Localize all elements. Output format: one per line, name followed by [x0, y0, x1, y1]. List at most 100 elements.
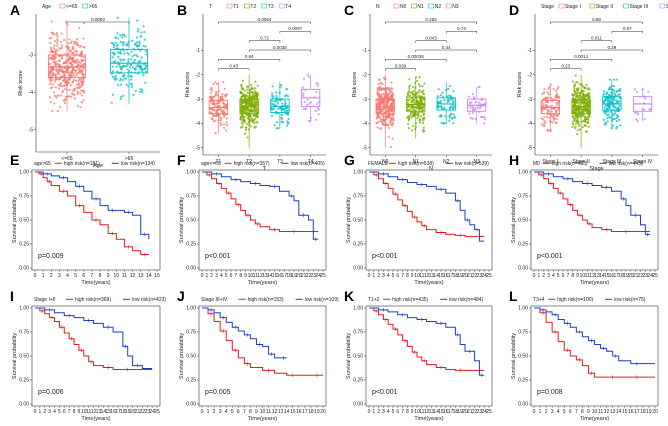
x-tick-label: 8 — [571, 273, 574, 279]
y-tick-label: -2 — [528, 72, 533, 78]
data-point — [60, 70, 63, 73]
data-point — [52, 50, 55, 54]
data-point — [249, 108, 252, 111]
x-tick-label: 17 — [448, 273, 454, 279]
data-point — [66, 71, 69, 74]
data-point — [131, 66, 135, 69]
data-point — [240, 118, 243, 121]
data-point — [213, 114, 217, 118]
data-point — [423, 116, 426, 120]
panel-label: H — [509, 152, 519, 168]
data-point — [136, 30, 139, 33]
data-point — [221, 97, 225, 101]
data-point — [56, 38, 59, 41]
legend-low: low risk(n=423) — [132, 297, 166, 303]
significance-bracket — [415, 40, 447, 43]
x-tick-label: 6 — [237, 409, 240, 415]
data-point — [114, 75, 117, 78]
data-point — [439, 94, 442, 97]
data-point — [407, 127, 410, 130]
data-point — [79, 92, 82, 95]
significance-pvalue: 0.43 — [229, 63, 238, 68]
data-point — [59, 75, 62, 78]
data-point — [571, 122, 574, 125]
data-point — [76, 58, 79, 61]
legend-high: high risk(n=153) — [248, 297, 284, 303]
x-tick-label: 1 — [539, 409, 542, 415]
data-point — [223, 94, 226, 97]
x-tick-label: 14 — [284, 409, 290, 415]
data-point — [423, 92, 426, 96]
data-point — [380, 120, 383, 123]
x-tick-label: N1 — [413, 159, 420, 165]
data-point — [616, 89, 619, 92]
data-point — [119, 97, 122, 100]
data-point — [406, 101, 409, 105]
data-point — [131, 39, 134, 42]
data-point — [79, 85, 83, 88]
data-point — [387, 86, 390, 89]
x-tick-label: 14 — [146, 273, 152, 279]
y-tick-label: -1 — [363, 48, 368, 54]
data-point — [247, 118, 250, 121]
data-point — [271, 94, 274, 97]
x-tick-label: <=65 — [61, 156, 73, 162]
y-tick-label: 0.25 — [518, 242, 528, 248]
data-point — [50, 20, 53, 23]
data-point — [252, 113, 255, 116]
data-point — [606, 120, 609, 123]
data-point — [449, 105, 452, 109]
data-point — [119, 40, 122, 44]
data-point — [391, 99, 395, 102]
data-point — [56, 42, 59, 45]
x-tick-label: T2 — [246, 159, 252, 165]
data-point — [116, 51, 120, 54]
data-point — [612, 84, 616, 88]
x-tick-label: 2 — [377, 273, 380, 279]
data-point — [411, 114, 414, 117]
x-tick-label: 6 — [562, 273, 565, 279]
data-point — [376, 126, 379, 129]
x-tick-label: 20 — [462, 273, 468, 279]
data-point — [385, 90, 388, 93]
data-point — [250, 103, 253, 106]
y-axis-label: Survival probability — [511, 333, 517, 379]
data-point — [585, 99, 588, 102]
p-value: p<0.001 — [205, 253, 231, 260]
data-point — [541, 105, 545, 108]
data-point — [128, 66, 132, 69]
x-tick-label: 9 — [587, 409, 590, 415]
data-point — [556, 101, 559, 104]
data-point — [80, 100, 83, 104]
data-point — [53, 39, 57, 43]
data-point — [55, 68, 58, 71]
data-point — [115, 77, 118, 81]
significance-bracket — [248, 49, 311, 53]
data-point — [139, 66, 143, 69]
y-tick-label: -3 — [528, 97, 533, 103]
data-point — [73, 40, 76, 43]
high-risk-curve — [534, 307, 655, 378]
data-point — [246, 91, 249, 94]
data-point — [302, 108, 305, 111]
x-tick-label: 10 — [260, 409, 266, 415]
data-point — [63, 87, 66, 91]
data-point — [581, 126, 584, 129]
data-point — [63, 75, 66, 78]
data-point — [248, 101, 251, 105]
data-point — [573, 119, 577, 122]
data-point — [555, 89, 558, 92]
x-tick-label: 0 — [368, 273, 371, 279]
data-point — [119, 49, 122, 53]
x-tick-label: 20 — [296, 273, 302, 279]
data-point — [144, 45, 147, 48]
data-point — [273, 124, 276, 127]
data-point — [61, 68, 64, 71]
x-tick-label: 5 — [557, 273, 560, 279]
data-point — [543, 119, 546, 122]
x-tick-label: 3 — [58, 273, 61, 279]
x-tick-label: 23 — [477, 409, 483, 415]
data-point — [122, 58, 125, 62]
x-tick-label: 15 — [438, 409, 444, 415]
